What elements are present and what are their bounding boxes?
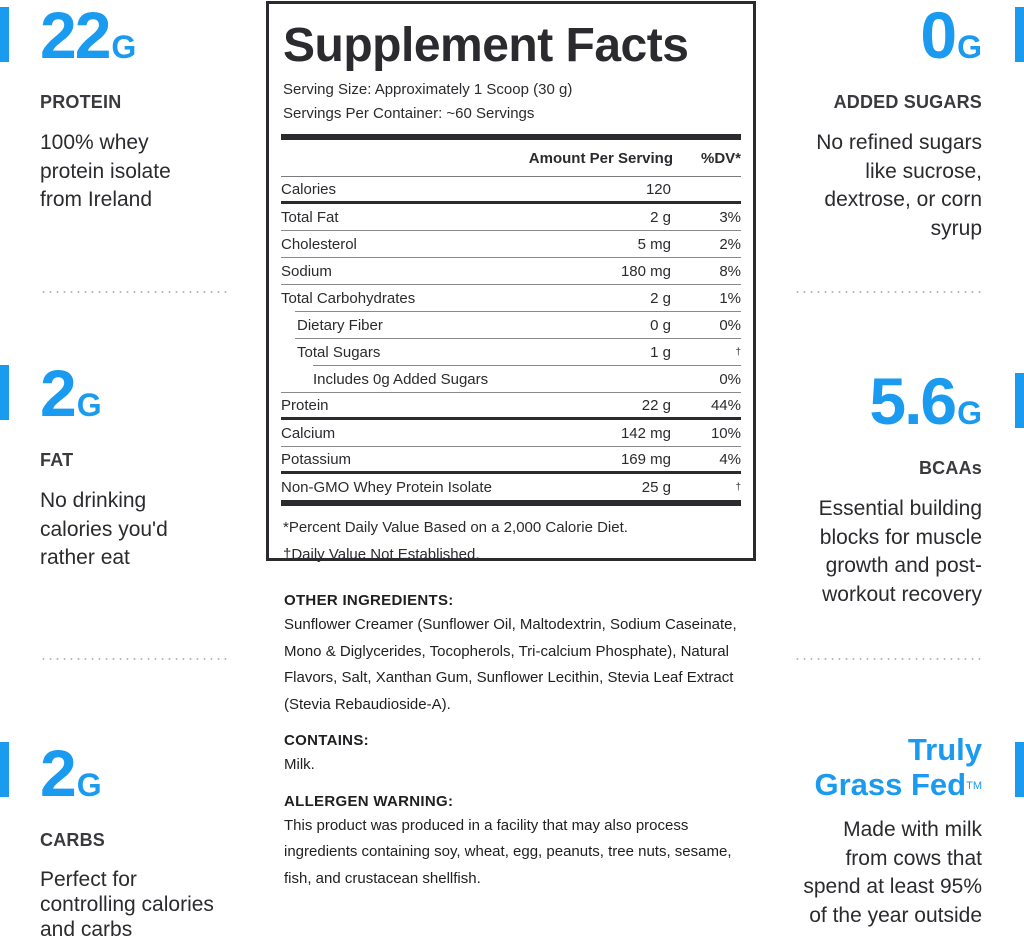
stat-fat: 2G FAT No drinking calories you'd rather… (40, 360, 168, 573)
stat-value: 2G (40, 736, 102, 810)
table-row: Includes 0g Added Sugars 0% (281, 366, 741, 393)
table-row: Cholesterol 5 mg 2% (281, 231, 741, 258)
stat-added-sugars: 0G ADDED SUGARS No refined sugars like s… (816, 2, 982, 243)
divider-thick (281, 500, 741, 506)
grass-fed-title: Truly Grass FedTM (814, 732, 982, 802)
facts-header: Amount Per Serving %DV* (281, 150, 741, 177)
stat-value: 5.6G (869, 364, 982, 438)
footnote-dv: *Percent Daily Value Based on a 2,000 Ca… (283, 519, 628, 536)
table-row: Calories 120 (281, 177, 741, 204)
stat-value: 22G (40, 0, 137, 72)
facts-title: Supplement Facts (283, 19, 689, 72)
trademark-symbol: TM (966, 780, 982, 792)
table-row: Total Fat 2 g 3% (281, 204, 741, 231)
stat-protein: 22G PROTEIN 100% whey protein isolate fr… (40, 2, 171, 215)
stat-description: 100% whey protein isolate from Ireland (40, 131, 171, 211)
stat-label: CARBS (40, 830, 106, 850)
header-dv: %DV* (701, 150, 742, 167)
divider-thick (281, 134, 741, 140)
other-ingredients-heading: OTHER INGREDIENTS: (284, 592, 454, 609)
table-row: Non-GMO Whey Protein Isolate 25 g † (281, 478, 741, 496)
stat-label: FAT (40, 450, 74, 470)
accent-bar-carbs (0, 742, 9, 797)
header-amount: Amount Per Serving (528, 150, 673, 167)
contains-heading: CONTAINS: (284, 732, 369, 749)
stat-value: 2G (40, 356, 102, 430)
accent-bar-fat (0, 365, 9, 420)
stat-description: Made with milk from cows that spend at l… (803, 818, 982, 927)
accent-bar-bcaas (1015, 373, 1024, 428)
stat-description: No refined sugars like sucrose, dextrose… (816, 131, 982, 240)
accent-bar-protein (0, 7, 9, 62)
stat-description: Perfect for controlling calories and car… (40, 868, 214, 941)
stat-label: ADDED SUGARS (833, 92, 982, 112)
allergen-warning-text: This product was produced in a facility … (284, 816, 732, 887)
servings-per-container: Servings Per Container: ~60 Servings (283, 105, 535, 122)
footnote-not-established: †Daily Value Not Established. (283, 546, 480, 563)
divider (794, 658, 984, 660)
ingredients-section: OTHER INGREDIENTS: Sunflower Creamer (Su… (284, 590, 754, 892)
table-row: Protein 22 g 44% (281, 393, 741, 420)
table-row: Total Sugars 1 g † (297, 339, 741, 366)
contains-text: Milk. (284, 756, 315, 773)
stat-carbs: 2G CARBS Perfect for controlling calorie… (40, 740, 214, 942)
accent-bar-sugars (1015, 7, 1024, 62)
divider (40, 658, 230, 660)
table-row: Sodium 180 mg 8% (281, 258, 741, 285)
stat-bcaas: 5.6G BCAAs Essential building blocks for… (819, 368, 982, 609)
accent-bar-grassfed (1015, 742, 1024, 797)
stat-description: Essential building blocks for muscle gro… (818, 497, 982, 606)
stat-label: BCAAs (918, 458, 982, 478)
table-row: Total Carbohydrates 2 g 1% (281, 285, 741, 312)
other-ingredients-text: Sunflower Creamer (Sunflower Oil, Maltod… (284, 616, 737, 713)
table-row: Dietary Fiber 0 g 0% (295, 312, 741, 339)
serving-size: Serving Size: Approximately 1 Scoop (30 … (283, 81, 573, 98)
table-row: Calcium 142 mg 10% (281, 420, 741, 447)
supplement-facts-panel: Supplement Facts Serving Size: Approxima… (266, 1, 756, 563)
divider (794, 291, 984, 293)
stat-value: 0G (920, 0, 982, 72)
table-row: Potassium 169 mg 4% (281, 447, 741, 474)
stat-label: PROTEIN (40, 92, 122, 112)
stat-grass-fed: Truly Grass FedTM Made with milk from co… (803, 732, 982, 930)
stat-description: No drinking calories you'd rather eat (40, 489, 168, 569)
allergen-warning-heading: ALLERGEN WARNING: (284, 792, 454, 810)
divider (40, 291, 230, 293)
